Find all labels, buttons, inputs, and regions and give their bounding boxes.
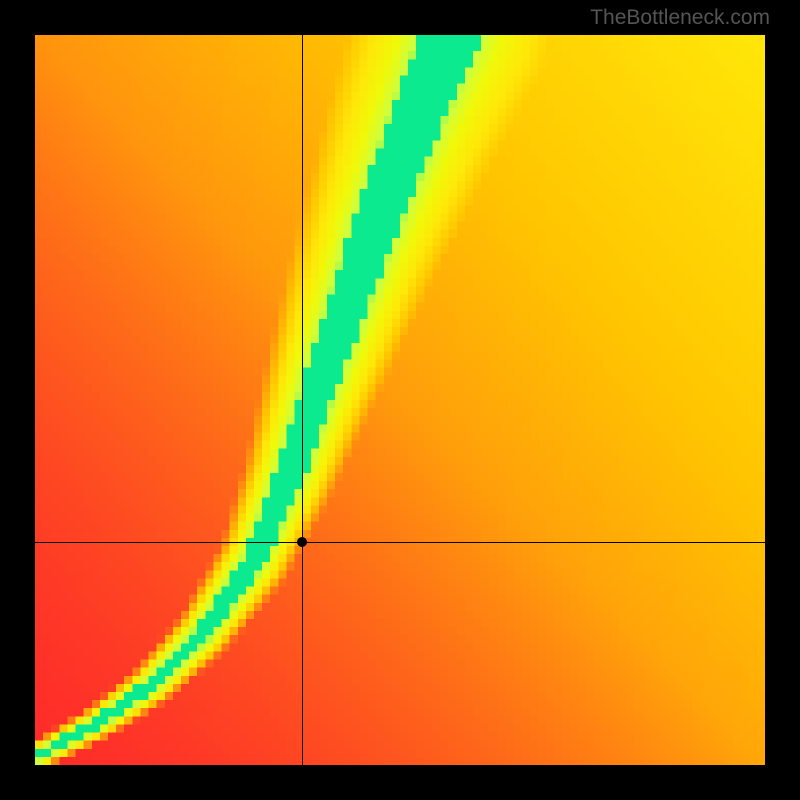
heatmap-plot [35,35,765,765]
crosshair-vertical [302,35,303,765]
marker-dot [297,537,307,547]
heatmap-canvas [35,35,765,765]
crosshair-horizontal [35,542,765,543]
watermark-text: TheBottleneck.com [590,6,770,30]
